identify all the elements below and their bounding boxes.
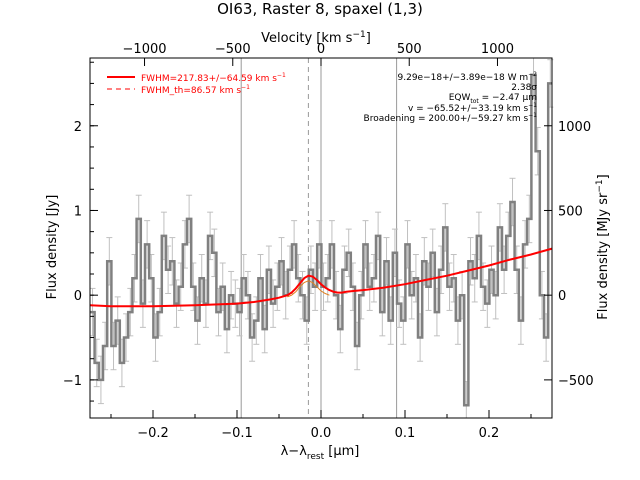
y-tick-label: −1 xyxy=(63,374,82,389)
annotation-flux: 9.29e−18+/−3.89e−18 W m−2 xyxy=(398,71,538,83)
right-axis-label: Flux density [MJy sr−1] xyxy=(595,174,611,319)
right-tick-label: 1000 xyxy=(558,120,591,135)
top-tick-label: 1000 xyxy=(481,42,514,57)
y-tick-label: 0 xyxy=(74,289,82,304)
annotation-eqw: EQWtot = −2.47 μm xyxy=(449,93,537,105)
fit-annotations: 9.29e−18+/−3.89e−18 W m−2 2.38σ EQWtot =… xyxy=(364,71,538,124)
right-tick-label: 500 xyxy=(558,204,583,219)
x-tick-label: 0.2 xyxy=(479,426,500,441)
top-tick-label: 500 xyxy=(397,42,422,57)
legend: FWHM=217.83+/−64.59 km s−1 FWHM_th=86.57… xyxy=(107,72,286,96)
data-series xyxy=(89,58,554,418)
annotation-broadening: Broadening = 200.00+/−59.27 km s−1 xyxy=(364,112,538,124)
x-tick-label: 0.0 xyxy=(311,426,332,441)
reference-lines xyxy=(240,58,398,418)
x-tick-label: 0.1 xyxy=(395,426,416,441)
x-axis-label: λ−λrest [μm] xyxy=(281,444,360,462)
top-tick-label: −500 xyxy=(215,42,251,57)
legend-label-fwhm-th: FWHM_th=86.57 km s−1 xyxy=(141,84,250,96)
axes: −0.2 −0.1 0.0 0.1 0.2 −1000 −500 0 500 1000 −1 0 1 2 −… xyxy=(63,42,594,441)
legend-label-fwhm: FWHM=217.83+/−64.59 km s−1 xyxy=(141,72,286,84)
annotation-velocity: v = −65.52+/−33.19 km s−1 xyxy=(408,102,537,114)
observed-spectrum-steps xyxy=(90,73,552,407)
y-axis-label: Flux density [Jy] xyxy=(45,195,60,300)
top-tick-label: −1000 xyxy=(123,42,167,57)
gaussian-component-line xyxy=(287,280,330,298)
x-tick-label: −0.2 xyxy=(137,426,169,441)
y-tick-label: 2 xyxy=(74,120,82,135)
top-tick-label: 0 xyxy=(317,42,325,57)
x-tick-label: −0.1 xyxy=(221,426,253,441)
y-tick-label: 1 xyxy=(74,204,82,219)
top-axis-label: Velocity [km s−1] xyxy=(261,30,371,46)
chart-title: OI63, Raster 8, spaxel (1,3) xyxy=(217,0,423,18)
fit-model-line xyxy=(89,247,553,308)
right-tick-label: 0 xyxy=(558,289,566,304)
annotation-significance: 2.38σ xyxy=(511,83,537,93)
right-tick-label: −500 xyxy=(558,374,594,389)
